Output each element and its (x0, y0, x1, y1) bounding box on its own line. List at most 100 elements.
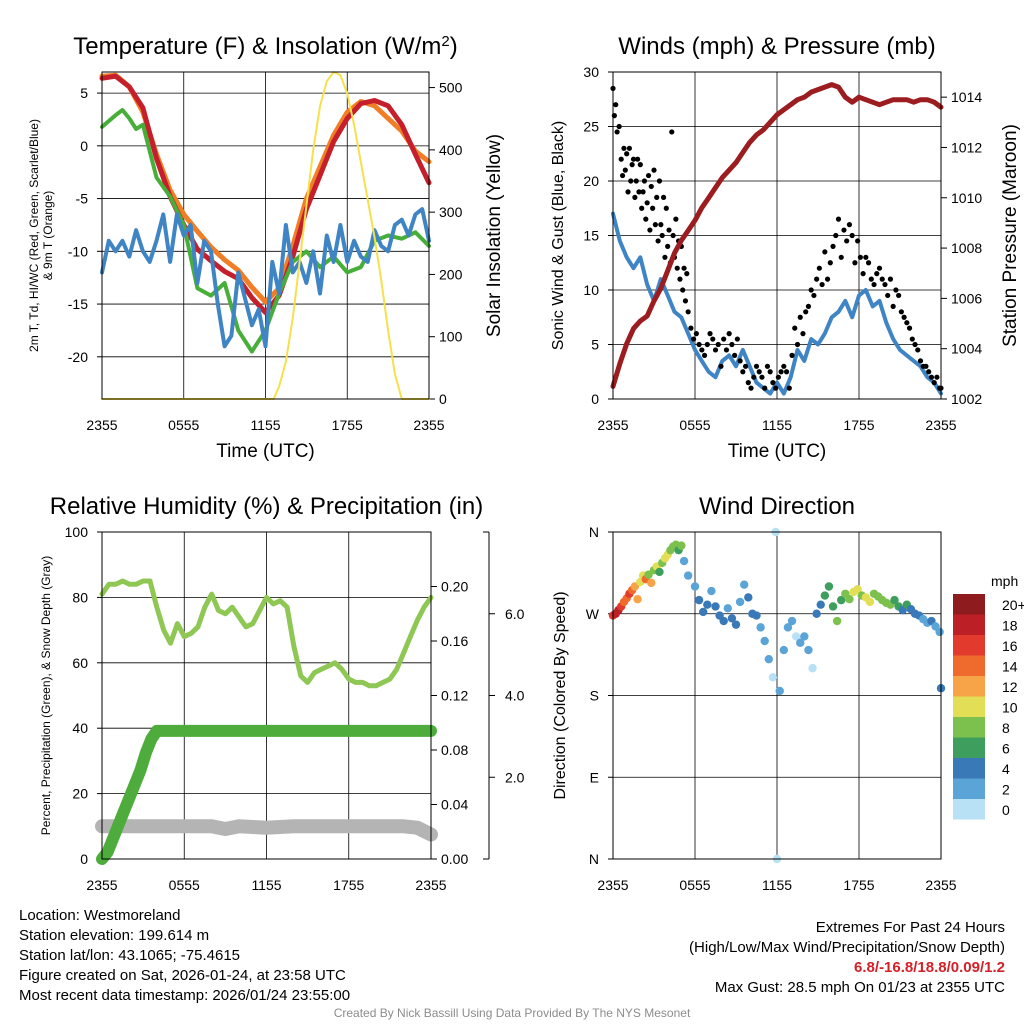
wind-gust-point (764, 363, 771, 369)
wind-gust-point (827, 260, 833, 266)
wind-gust-point (681, 265, 687, 271)
dir-point (683, 571, 693, 580)
dir-point (779, 645, 789, 655)
dir-point (800, 632, 809, 641)
temp-title-end: ) (450, 33, 458, 60)
station-location: Location: Westmoreland (19, 907, 181, 924)
wind-gust-point (726, 331, 732, 337)
dir-point (703, 600, 712, 609)
rh-y2-tick-label: 0.20 (441, 579, 468, 595)
wind-gust-point (626, 145, 633, 151)
temp-x-tick-label: 2355 (413, 417, 444, 433)
wind-gust-points (610, 85, 944, 391)
wind-gust-point (751, 374, 757, 380)
wind-gust-point (670, 232, 676, 239)
temp-y2-tick-label: 100 (439, 329, 463, 345)
dir-y-axis-label: Direction (Colored By Speed) (552, 591, 569, 799)
rh-y2-tick-label: 0.16 (441, 633, 468, 649)
wind-y-tick-label: 15 (583, 228, 599, 244)
dir-point (723, 604, 732, 613)
wind-gust-point (833, 232, 839, 239)
dir-x-tick-label: 1155 (762, 877, 792, 893)
wind-gust-point (783, 369, 790, 375)
station-info: Location: Westmoreland Station elevation… (19, 906, 350, 1006)
dir-point (865, 597, 875, 607)
dir-colorbar-label: 12 (1002, 679, 1018, 695)
figure-created: Figure created on Sat, 2026-01-24, at 23… (19, 967, 346, 984)
dir-y-tick-label: E (590, 769, 599, 785)
wind-x-axis-label: Time (UTC) (728, 441, 827, 462)
wind-gust-point (770, 380, 776, 386)
temp-plot-frame (101, 71, 430, 400)
wind-gust-point (917, 358, 924, 364)
temp-left-axis: -20 -15 -10 -5 0 5 (68, 85, 429, 365)
wind-gust-point (898, 309, 904, 315)
temp-y2-tick-label: 400 (439, 142, 463, 158)
temp-y-tick-label: -5 (76, 191, 89, 207)
dir-point (752, 611, 761, 620)
dir-x-tick-label: 2355 (925, 877, 956, 893)
dir-colorbar-label: 10 (1002, 700, 1018, 716)
wind-gust-point (639, 205, 645, 211)
wind-gust-point (666, 227, 672, 233)
wind-y2-tick-label: 1014 (951, 89, 982, 105)
dir-point (775, 686, 784, 696)
wind-gust-point (896, 292, 902, 299)
wind-gust-point (794, 341, 801, 348)
dir-point (791, 632, 801, 641)
rh-x-axis: 2355 0555 1155 1755 2355 (86, 532, 447, 893)
wind-gust-point (616, 123, 622, 130)
wind-gust-point (742, 363, 749, 369)
rh-y-tick-label: 40 (72, 720, 88, 736)
dir-point (731, 620, 741, 629)
wind-series-sonic-wind (611, 211, 943, 396)
temp-y2-tick-label: 200 (439, 266, 463, 282)
wind-gust-point (830, 243, 836, 249)
wind-gust-point (868, 276, 874, 282)
dir-colorbar-swatch (953, 635, 985, 656)
rh-y-tick-label: 80 (72, 589, 88, 605)
wind-y2-tick-label: 1002 (951, 391, 982, 407)
dir-point (808, 664, 817, 673)
dir-x-tick-label: 2355 (597, 877, 628, 893)
wind-gust-point (805, 303, 812, 309)
wind-series-station-pressure (610, 82, 944, 389)
extremes-title: Extremes For Past 24 Hours (815, 919, 1005, 936)
wind-gust-point (688, 325, 694, 331)
wind-gust-point (712, 347, 719, 353)
wind-gust-point (882, 281, 888, 288)
wind-gust-point (860, 271, 866, 277)
wind-gust-point (931, 380, 937, 386)
temp-title: Temperature (F) & Insolation (W/m2) (73, 33, 457, 61)
wind-gust-point (644, 200, 650, 206)
wind-gust-point (808, 287, 814, 293)
wind-gust-point (669, 129, 675, 135)
rh-y2-tick-label: 0.12 (441, 688, 468, 704)
dir-colorbar-swatch (953, 717, 985, 738)
wind-gust-point (778, 369, 784, 375)
wind-gust-point (643, 216, 649, 222)
wind-gust-point (890, 303, 896, 309)
wind-gust-point (797, 314, 803, 320)
dir-point (633, 595, 642, 604)
wind-gust-point (654, 194, 660, 200)
wind-x-axis: 2355 0555 1155 1755 2355 Time (UTC) (597, 72, 957, 462)
wind-gust-point (715, 341, 721, 348)
wind-y-axis-label: Sonic Wind & Gust (Blue, Black) (550, 121, 567, 350)
wind-gust-point (822, 249, 828, 255)
wind-gust-point (904, 320, 910, 326)
rh-title: Relative Humidity (%) & Precipitation (i… (50, 493, 483, 520)
dir-point (699, 607, 708, 617)
wind-y2-axis-label: Station Pressure (Maroon) (1000, 124, 1021, 347)
wind-gust-point (835, 216, 842, 222)
rh-y3-tick-label: 4.0 (505, 688, 525, 704)
wind-gust-point (651, 167, 657, 173)
wind-gust-point (814, 276, 820, 282)
temp-y-tick-label: 5 (80, 85, 88, 101)
wind-gust-point (887, 276, 894, 282)
wind-gust-point (786, 385, 792, 391)
temp-series-hi-wc (100, 207, 431, 349)
rh-y3-tick-label: 6.0 (505, 606, 525, 622)
wind-gust-point (737, 358, 743, 364)
